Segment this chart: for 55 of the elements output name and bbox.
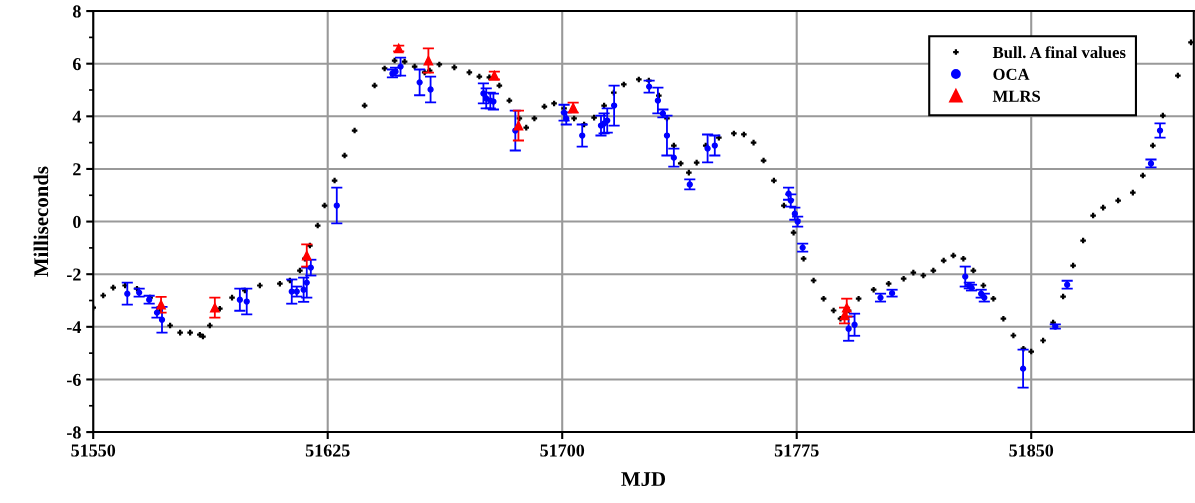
y-axis-title: Milliseconds (33, 166, 49, 277)
point (791, 210, 798, 217)
legend-label: OCA (993, 68, 1030, 80)
point (303, 279, 310, 286)
point (785, 190, 792, 197)
point (579, 132, 586, 139)
point (610, 102, 618, 109)
point (513, 120, 524, 131)
point (124, 290, 131, 297)
point (209, 302, 220, 313)
point (962, 273, 969, 280)
point (787, 197, 794, 204)
y-tick-label: 2 (73, 163, 81, 176)
y-tick-label: -8 (67, 426, 81, 439)
point (158, 316, 166, 323)
point (300, 286, 307, 293)
point (301, 250, 312, 261)
x-tick-label: 51700 (540, 444, 585, 457)
point (1019, 365, 1027, 372)
point (563, 115, 570, 122)
point (427, 86, 434, 93)
point (704, 145, 711, 152)
point (397, 63, 404, 70)
point (560, 109, 568, 116)
x-tick-label: 51775 (774, 444, 819, 457)
x-tick-label: 51625 (305, 444, 350, 457)
legend-label: Bull. A final values (992, 46, 1126, 59)
point (845, 325, 852, 332)
point (646, 83, 653, 90)
point (670, 154, 677, 161)
y-tick-label: 4 (72, 110, 82, 123)
y-tick-label: 0 (73, 215, 81, 229)
point (236, 296, 243, 303)
point (480, 90, 487, 97)
point (663, 132, 671, 139)
x-tick-label: 51550 (71, 444, 116, 457)
point (423, 55, 434, 66)
legend-label: MLRS (992, 90, 1041, 102)
point (333, 202, 340, 209)
y-tick-label: -2 (67, 268, 81, 281)
x-tick-label: 51850 (1009, 444, 1054, 457)
x-axis-title: MJD (621, 472, 666, 487)
point (416, 79, 423, 86)
y-tick-label: 8 (72, 5, 81, 18)
point (1156, 127, 1164, 134)
point (841, 302, 852, 313)
point (288, 288, 295, 295)
point (243, 298, 250, 305)
point (307, 264, 314, 271)
y-tick-label: 6 (72, 58, 81, 71)
y-tick-label: -6 (67, 373, 81, 386)
y-tick-label: -4 (67, 321, 82, 334)
point (851, 321, 858, 328)
point (711, 142, 718, 149)
point (654, 97, 662, 104)
